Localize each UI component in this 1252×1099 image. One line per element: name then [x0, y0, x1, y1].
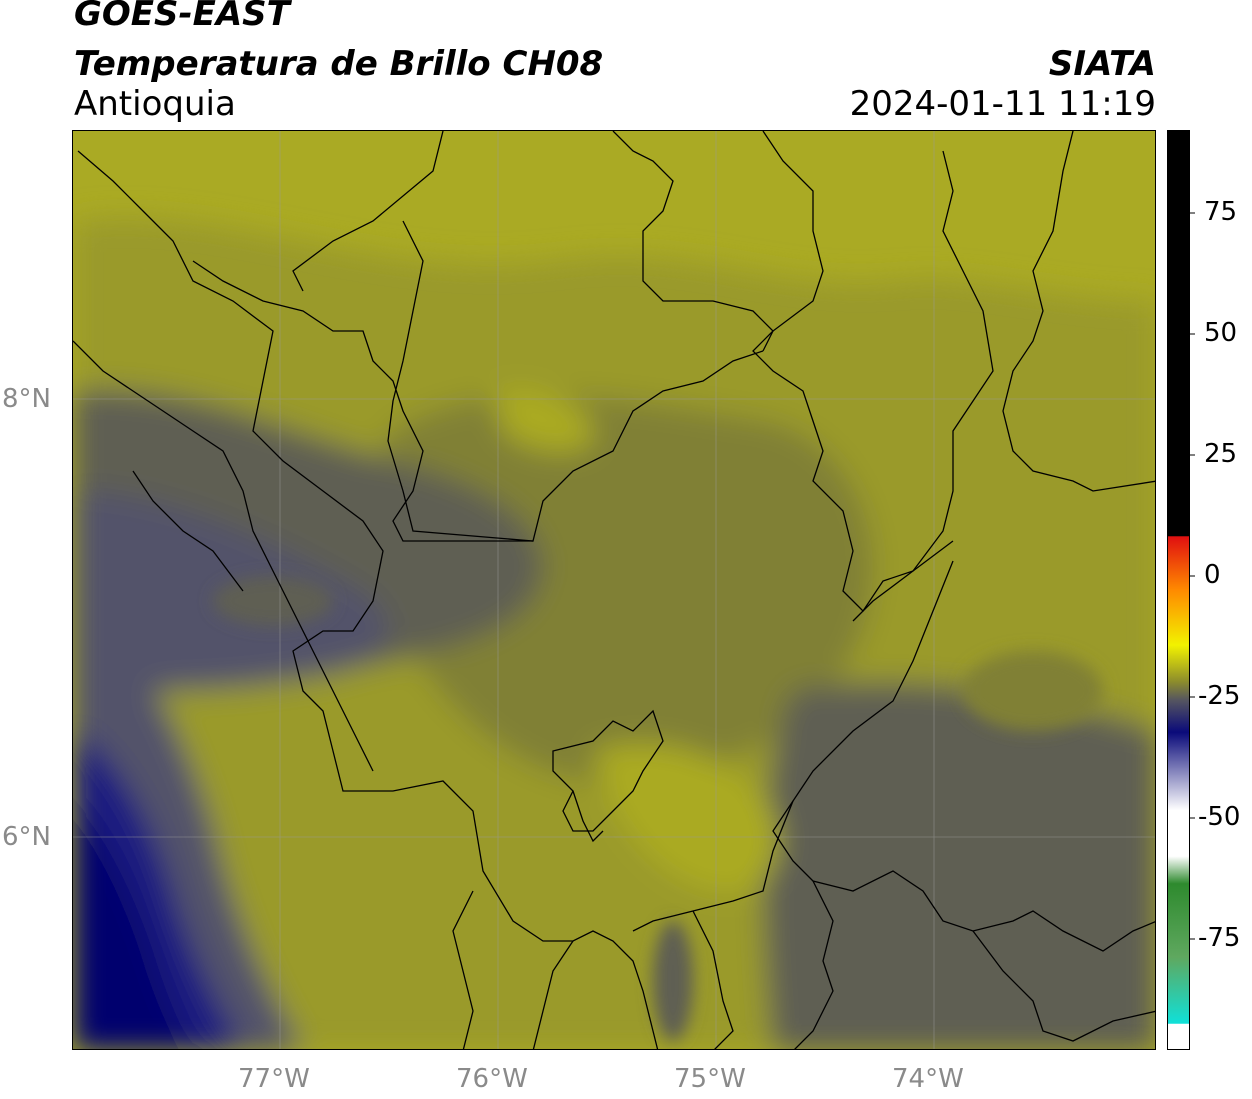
lon-label-75w: 75°W: [674, 1064, 746, 1094]
colorbar-tick-75: 75: [1204, 197, 1238, 227]
lat-label-6n: 6°N: [2, 822, 51, 852]
temperature-field: [73, 217, 1155, 1049]
boundary-lines: [73, 131, 1155, 1049]
temperature-detail: [213, 576, 1103, 1041]
colorbar-tick-neg75: -75: [1198, 923, 1241, 953]
graticule: [73, 131, 1155, 1049]
lon-label-74w: 74°W: [892, 1064, 964, 1094]
lon-label-77w: 77°W: [238, 1064, 310, 1094]
colorbar-tick-25: 25: [1204, 439, 1238, 469]
colorbar-gradient: [1168, 131, 1189, 1049]
product-title: Temperatura de Brillo CH08: [74, 44, 604, 84]
colorbar-tick-neg50: -50: [1198, 802, 1241, 832]
colorbar-ticks: [1189, 212, 1195, 940]
agency-label: SIATA: [1048, 44, 1156, 84]
region-label: Antioquia: [74, 84, 236, 124]
colorbar: [1167, 130, 1190, 1050]
satellite-title: GOES-EAST: [74, 0, 290, 34]
map-panel: [72, 130, 1156, 1050]
brightness-temperature-map: [73, 131, 1155, 1049]
colorbar-tick-50: 50: [1204, 318, 1238, 348]
lon-label-76w: 76°W: [456, 1064, 528, 1094]
lat-label-8n: 8°N: [2, 384, 51, 414]
colorbar-tick-neg25: -25: [1198, 681, 1241, 711]
colorbar-tick-0: 0: [1204, 560, 1221, 590]
timestamp-label: 2024-01-11 11:19: [849, 84, 1156, 124]
